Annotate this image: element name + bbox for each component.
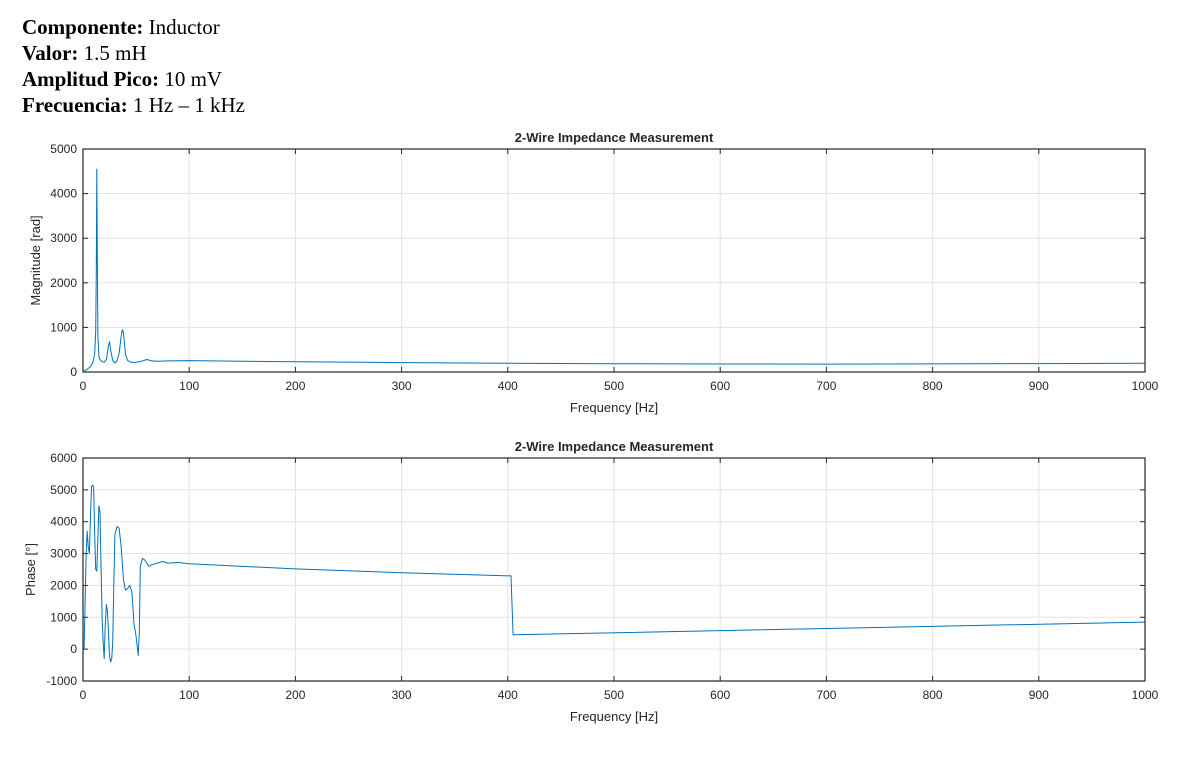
info-row-frequency: Frecuencia: 1 Hz – 1 kHz [22, 92, 245, 118]
phase-xtick-label: 600 [710, 688, 730, 702]
magnitude-y-axis-label: Magnitude [rad] [28, 215, 43, 305]
phase-ytick-label: 1000 [50, 610, 77, 624]
magnitude-ytick-label: 2000 [50, 276, 77, 290]
phase-y-axis-label: Phase [°] [23, 543, 38, 596]
phase-series-line [83, 484, 1146, 663]
phase-xtick-label: 500 [604, 688, 624, 702]
magnitude-xtick-label: 100 [179, 379, 199, 393]
phase-xtick-label: 400 [498, 688, 518, 702]
magnitude-xtick-label: 600 [710, 379, 730, 393]
info-value: 10 mV [159, 67, 223, 91]
phase-xtick-label: 100 [179, 688, 199, 702]
magnitude-xtick-label: 0 [80, 379, 87, 393]
magnitude-axes-box [82, 148, 1146, 373]
phase-ytick-label: 2000 [50, 578, 77, 592]
phase-ytick-label: 5000 [50, 483, 77, 497]
info-value: Inductor [143, 15, 220, 39]
magnitude-ytick-label: 5000 [50, 142, 77, 156]
magnitude-xtick-label: 200 [285, 379, 305, 393]
phase-x-axis-label: Frequency [Hz] [570, 709, 658, 724]
magnitude-xtick-label: 700 [816, 379, 836, 393]
phase-ytick-label: 0 [70, 642, 77, 656]
magnitude-chart: 0 100 200 300 400 500 600 700 800 900 1000 0 1000 200… [28, 130, 1159, 415]
phase-xtick-label: 1000 [1132, 688, 1159, 702]
magnitude-xtick-label: 300 [392, 379, 412, 393]
info-label: Valor: [22, 41, 79, 65]
magnitude-ytick-label: 4000 [50, 187, 77, 201]
magnitude-xtick-label: 800 [923, 379, 943, 393]
info-row-value: Valor: 1.5 mH [22, 40, 245, 66]
magnitude-xtick-label: 1000 [1132, 379, 1159, 393]
magnitude-ytick-label: 1000 [50, 320, 77, 334]
phase-axes-box [82, 457, 1146, 682]
phase-xtick-label: 0 [80, 688, 87, 702]
magnitude-series-line [83, 168, 1146, 372]
phase-xtick-label: 300 [392, 688, 412, 702]
phase-ytick-label: 6000 [50, 451, 77, 465]
magnitude-ytick-label: 3000 [50, 231, 77, 245]
info-label: Componente: [22, 15, 144, 39]
phase-ytick-label: 4000 [50, 515, 77, 529]
info-label: Frecuencia: [22, 93, 128, 117]
magnitude-xtick-label: 400 [498, 379, 518, 393]
phase-ytick-label: 3000 [50, 547, 77, 561]
magnitude-xtick-label: 500 [604, 379, 624, 393]
magnitude-xtick-label: 900 [1029, 379, 1049, 393]
phase-chart: 0 100 200 300 400 500 600 700 800 900 1000-1000010… [23, 439, 1159, 724]
phase-xtick-label: 200 [285, 688, 305, 702]
magnitude-x-axis-label: Frequency [Hz] [570, 400, 658, 415]
phase-xtick-label: 800 [923, 688, 943, 702]
phase-ytick-label: -1000 [46, 674, 77, 688]
phase-chart-title: 2-Wire Impedance Measurement [515, 439, 714, 454]
info-label: Amplitud Pico: [22, 67, 160, 91]
info-value: 1 Hz – 1 kHz [127, 93, 245, 117]
phase-xtick-label: 900 [1029, 688, 1049, 702]
info-row-component: Componente: Inductor [22, 14, 245, 40]
component-info: Componente: Inductor Valor: 1.5 mH Ampli… [22, 14, 245, 118]
magnitude-chart-title: 2-Wire Impedance Measurement [515, 130, 714, 145]
magnitude-ytick-label: 0 [70, 365, 77, 379]
info-row-amplitude: Amplitud Pico: 10 mV [22, 66, 245, 92]
info-value: 1.5 mH [78, 41, 147, 65]
phase-xtick-label: 700 [816, 688, 836, 702]
